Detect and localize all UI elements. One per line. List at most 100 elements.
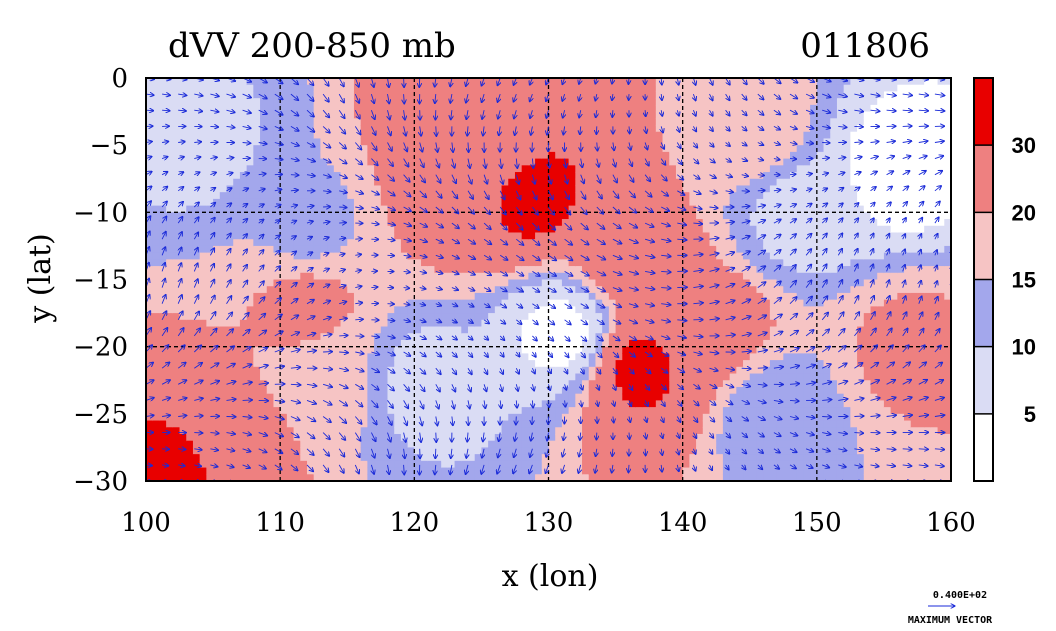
field-cell — [146, 454, 154, 462]
field-cell — [407, 158, 415, 166]
field-cell — [434, 286, 442, 294]
field-cell — [293, 145, 301, 153]
field-cell — [642, 353, 650, 361]
field-cell — [313, 104, 322, 113]
field-cell — [588, 326, 597, 334]
field-cell — [353, 138, 362, 146]
field-cell — [407, 360, 415, 368]
field-cell — [561, 420, 570, 428]
field-cell — [468, 380, 476, 388]
field-cell — [521, 232, 529, 240]
field-cell — [561, 245, 570, 254]
field-cell — [387, 440, 395, 449]
field-cell — [307, 427, 315, 435]
field-cell — [219, 393, 228, 401]
field-cell — [582, 366, 590, 375]
field-cell — [327, 266, 335, 274]
field-cell — [441, 125, 449, 133]
field-cell — [622, 393, 630, 401]
field-cell — [327, 420, 335, 428]
field-cell — [260, 313, 268, 321]
field-cell — [494, 225, 503, 234]
field-cell — [427, 239, 436, 247]
field-cell — [266, 172, 275, 180]
field-cell — [192, 420, 201, 428]
field-cell — [501, 407, 509, 415]
field-cell — [622, 185, 630, 193]
field-cell — [488, 198, 496, 207]
field-cell — [635, 366, 644, 375]
field-cell — [662, 138, 670, 146]
field-cell — [320, 165, 328, 173]
field-cell — [548, 125, 556, 133]
field-cell — [206, 111, 214, 119]
field-cell — [588, 232, 597, 240]
field-cell — [602, 84, 610, 93]
field-cell — [427, 198, 436, 207]
field-cell — [595, 299, 603, 307]
field-cell — [461, 413, 469, 422]
field-cell — [454, 78, 462, 86]
field-cell — [629, 467, 637, 475]
field-cell — [682, 104, 690, 113]
field-cell — [629, 286, 637, 294]
field-cell — [655, 313, 664, 321]
field-cell — [407, 245, 415, 254]
field-cell — [541, 219, 550, 227]
field-cell — [494, 319, 503, 328]
field-cell — [387, 393, 395, 401]
field-cell — [374, 433, 382, 442]
field-cell — [380, 427, 389, 435]
field-cell — [273, 467, 281, 475]
field-cell — [568, 313, 576, 321]
field-cell — [260, 219, 268, 227]
field-cell — [186, 306, 194, 314]
field-cell — [622, 286, 630, 294]
field-cell — [662, 131, 670, 140]
field-cell — [347, 205, 355, 213]
field-cell — [588, 360, 597, 368]
field-cell — [474, 286, 483, 294]
field-cell — [655, 185, 664, 193]
field-cell — [219, 420, 228, 428]
field-cell — [380, 474, 389, 481]
field-cell — [146, 373, 154, 381]
field-cell — [561, 84, 570, 93]
field-cell — [635, 373, 644, 381]
field-cell — [246, 400, 254, 408]
field-cell — [219, 78, 228, 86]
field-cell — [702, 91, 711, 99]
field-cell — [568, 219, 576, 227]
field-cell — [555, 413, 563, 422]
field-cell — [427, 245, 436, 254]
field-cell — [675, 460, 684, 469]
field-cell — [219, 279, 228, 287]
field-cell — [186, 252, 194, 260]
field-cell — [528, 252, 536, 260]
field-cell — [166, 427, 174, 435]
field-cell — [541, 420, 550, 428]
field-cell — [199, 319, 207, 328]
field-cell — [407, 306, 415, 314]
field-cell — [152, 353, 161, 361]
field-cell — [541, 400, 550, 408]
field-cell — [286, 440, 295, 449]
field-cell — [662, 306, 670, 314]
field-cell — [595, 158, 603, 166]
field-cell — [380, 165, 389, 173]
field-cell — [239, 78, 248, 86]
field-cell — [246, 259, 254, 267]
field-cell — [233, 366, 241, 375]
field-cell — [400, 413, 409, 422]
field-cell — [152, 299, 161, 307]
field-cell — [374, 292, 382, 301]
field-cell — [166, 198, 174, 207]
field-cell — [441, 286, 449, 294]
field-cell — [528, 266, 536, 274]
field-cell — [535, 212, 543, 220]
field-cell — [333, 198, 342, 207]
field-cell — [501, 447, 509, 455]
field-cell — [414, 286, 422, 294]
field-cell — [501, 400, 509, 408]
field-cell — [548, 407, 556, 415]
